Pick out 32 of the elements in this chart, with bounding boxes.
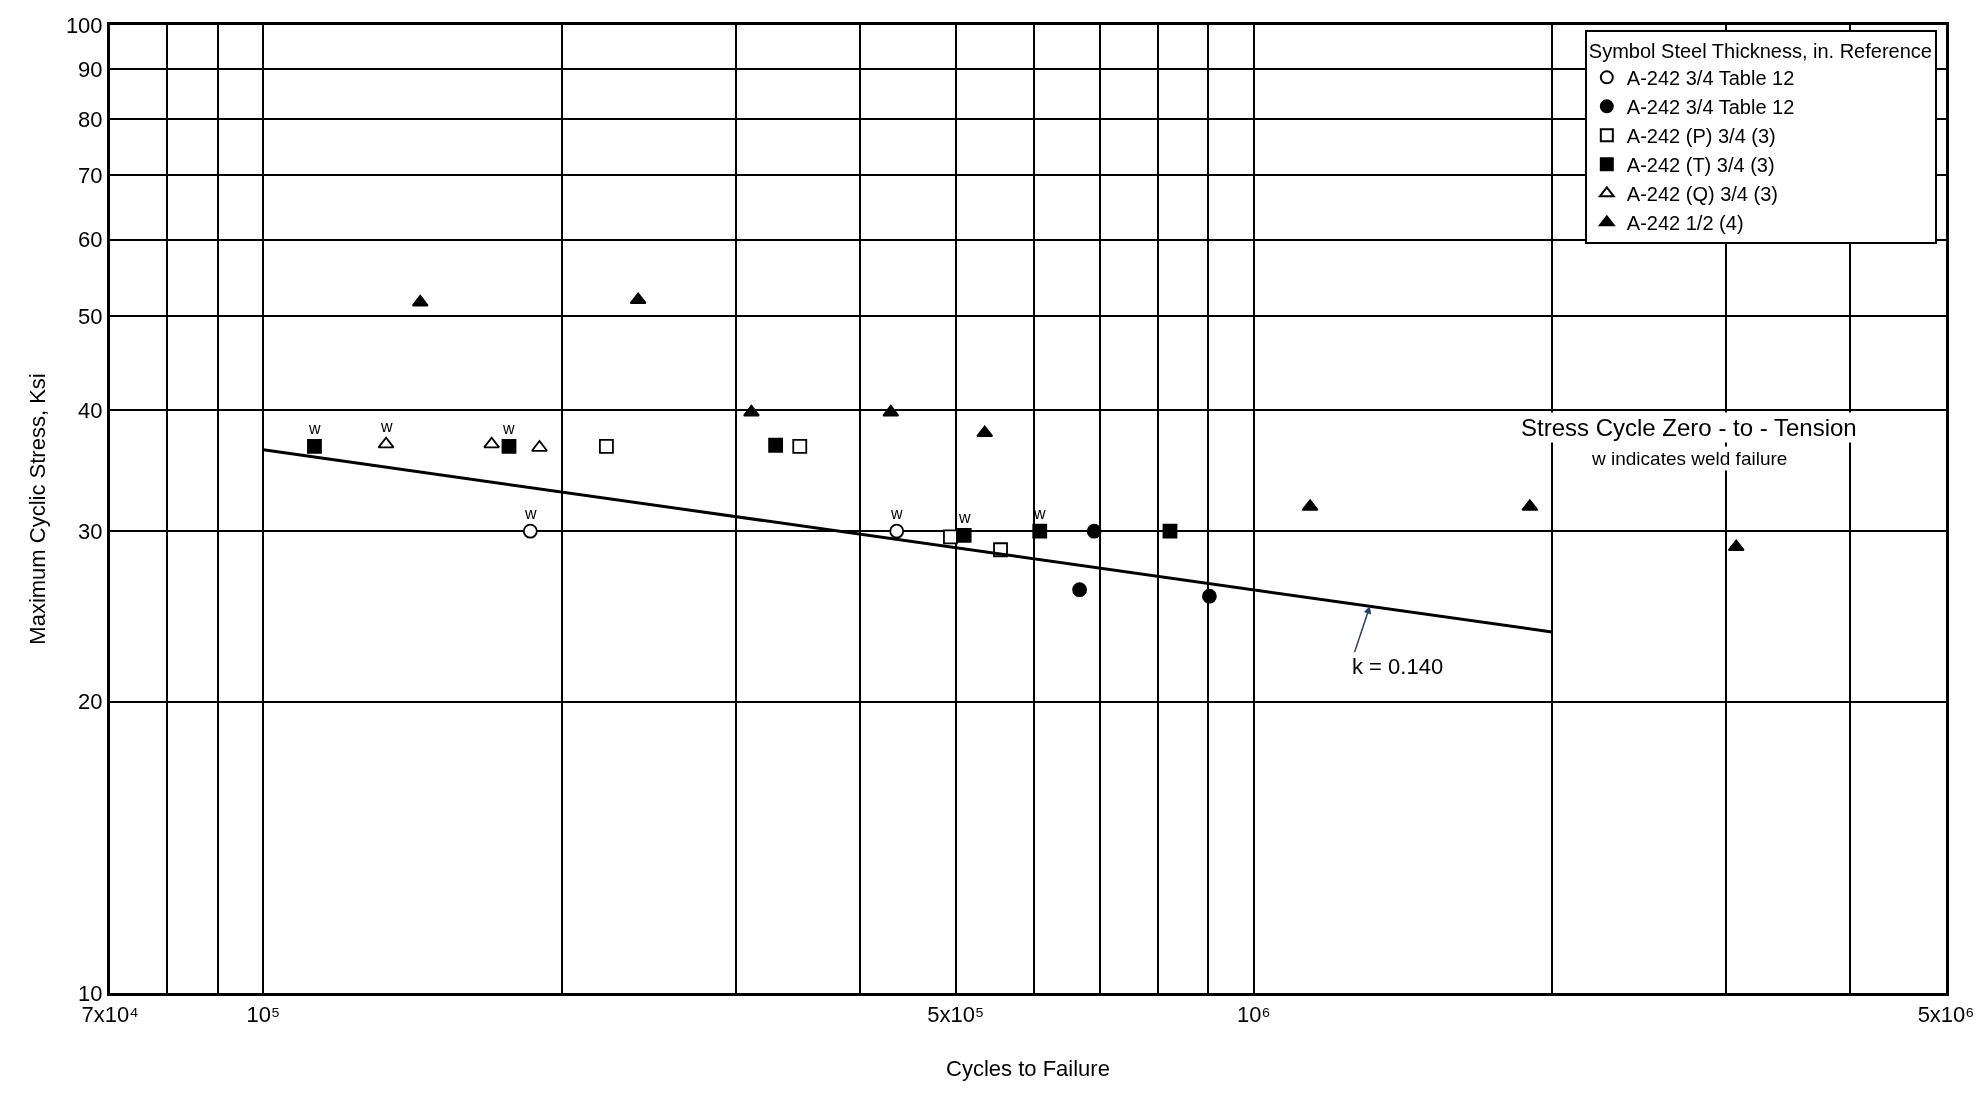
annotation: Stress Cycle Zero - to - Tension [1521,414,1857,441]
y-tick-label: 60 [78,227,103,253]
x-tick-label: 5x10⁵ [927,1002,985,1028]
annotation: w indicates weld failure [1591,448,1788,469]
y-tick-label: 20 [78,689,103,715]
annotation: w [502,420,515,437]
y-tick-label: 90 [78,56,103,82]
annotation: w [890,505,903,522]
x-tick-label: 10⁵ [246,1002,281,1028]
legend-title: Symbol Steel Thickness, in. Reference [1588,39,1932,62]
legend-label: A-242 (Q) 3/4 (3) [1626,183,1778,206]
annotation: w [308,420,321,437]
legend-label: A-242 (P) 3/4 (3) [1626,125,1776,148]
annotation: w [524,505,537,522]
y-tick-label: 100 [65,12,103,38]
x-tick-label: 10⁶ [1237,1002,1271,1028]
legend-label: A-242 (T) 3/4 (3) [1626,154,1775,177]
annotation: w [1033,505,1046,522]
y-tick-label: 80 [78,106,103,132]
legend-label: A-242 3/4 Table 12 [1626,67,1795,90]
legend-label: A-242 1/2 (4) [1626,212,1744,235]
x-axis-title: Cycles to Failure [946,1056,1110,1082]
legend-label: A-242 3/4 Table 12 [1626,96,1795,119]
y-tick-label: 70 [78,162,103,188]
y-tick-label: 30 [78,518,103,544]
y-tick-label: 40 [78,397,103,423]
annotation: k = 0.140 [1352,654,1444,679]
annotation: w [958,509,971,526]
y-tick-label: 50 [78,304,103,330]
y-axis-title: Maximum Cyclic Stress, Ksi [24,373,50,645]
x-tick-label: 5x10⁶ [1917,1002,1975,1028]
annotation: w [380,418,393,435]
